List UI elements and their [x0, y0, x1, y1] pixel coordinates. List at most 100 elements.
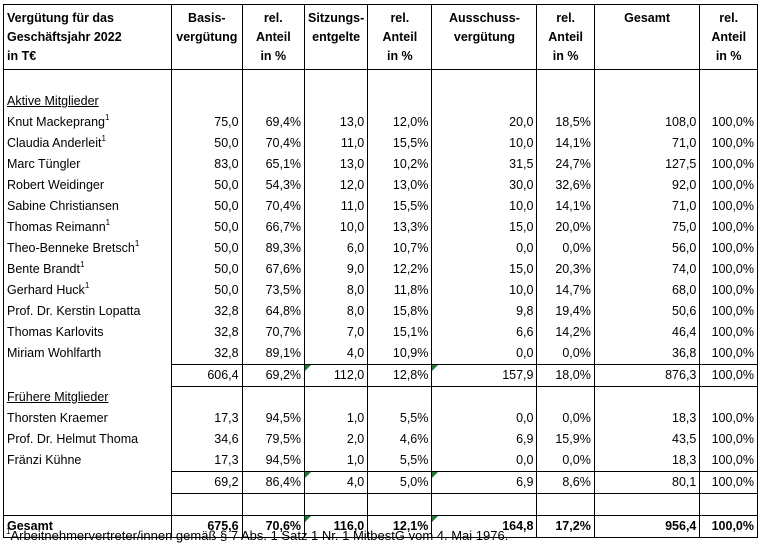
section-label: Frühere Mitglieder	[2, 386, 173, 408]
value-cell: 36,8	[593, 343, 701, 365]
column-header-rel-anteil-gesamt: rel. Anteil in %	[699, 4, 758, 70]
value-cell: 100,0%	[699, 175, 758, 196]
value-cell: 13,0	[304, 112, 369, 133]
value-cell: 4,6%	[367, 429, 433, 450]
value-cell: 70,4%	[241, 133, 306, 154]
member-name: Prof. Dr. Kerstin Lopatta	[2, 301, 173, 322]
footnote-marker: 1	[6, 527, 11, 536]
subtotal-cell: 876,3	[593, 364, 701, 387]
value-cell: 1,0	[304, 408, 369, 429]
value-cell: 0,0%	[536, 408, 595, 429]
table-row: Claudia Anderleit1 50,0 70,4% 11,0 15,5% 10,0…	[2, 133, 758, 154]
value-cell: 54,3%	[241, 175, 306, 196]
value-cell: 108,0	[593, 112, 701, 133]
empty-cell	[304, 91, 369, 112]
value-cell: 12,0%	[367, 112, 433, 133]
value-cell: 71,0	[593, 133, 701, 154]
value-cell: 20,3%	[536, 259, 595, 280]
value-cell: 50,0	[171, 280, 243, 301]
value-cell: 70,4%	[241, 196, 306, 217]
empty-cell	[536, 91, 595, 112]
value-cell: 100,0%	[699, 259, 758, 280]
value-cell: 69,4%	[241, 112, 306, 133]
column-header-rel-anteil-basis: rel. Anteil in %	[241, 4, 306, 70]
empty-cell	[171, 386, 243, 408]
empty-cell	[304, 493, 369, 516]
empty-cell	[241, 69, 306, 91]
member-name: Claudia Anderleit1	[2, 133, 173, 154]
value-cell: 50,0	[171, 196, 243, 217]
value-cell: 50,0	[171, 175, 243, 196]
total-cell: 12,1%	[367, 515, 433, 538]
table-row: Prof. Dr. Kerstin Lopatta 32,8 64,8% 8,0 15,…	[2, 301, 758, 322]
member-name: Sabine Christiansen	[2, 196, 173, 217]
value-cell: 66,7%	[241, 217, 306, 238]
column-header-basisverguetung: Basis-vergütung	[171, 4, 243, 70]
subtotal-cell: 69,2	[171, 471, 243, 494]
value-cell: 14,2%	[536, 322, 595, 343]
value-cell: 31,5	[431, 154, 538, 175]
value-cell: 9,8	[431, 301, 538, 322]
value-cell: 0,0%	[536, 343, 595, 365]
value-cell: 100,0%	[699, 429, 758, 450]
value-cell: 5,5%	[367, 450, 433, 472]
value-cell: 0,0	[431, 408, 538, 429]
value-cell: 94,5%	[241, 450, 306, 472]
member-name: Thorsten Kraemer	[2, 408, 173, 429]
value-cell: 94,5%	[241, 408, 306, 429]
empty-cell	[171, 69, 243, 91]
value-cell: 24,7%	[536, 154, 595, 175]
member-name: Knut Mackeprang1	[2, 112, 173, 133]
value-cell: 19,4%	[536, 301, 595, 322]
subtotal-cell: 69,2%	[241, 364, 306, 387]
value-cell: 2,0	[304, 429, 369, 450]
empty-cell	[593, 386, 701, 408]
value-cell: 7,0	[304, 322, 369, 343]
value-cell: 10,9%	[367, 343, 433, 365]
footnote-ref: 1	[101, 134, 106, 143]
footnote-text: Arbeitnehmervertreter/innen gemäß § 7 Ab…	[10, 528, 509, 543]
value-cell: 13,0%	[367, 175, 433, 196]
value-cell: 100,0%	[699, 280, 758, 301]
value-cell: 14,7%	[536, 280, 595, 301]
value-cell: 15,8%	[367, 301, 433, 322]
value-cell: 50,6	[593, 301, 701, 322]
value-cell: 14,1%	[536, 133, 595, 154]
subtotal-cell: 8,6%	[536, 471, 595, 494]
value-cell: 8,0	[304, 280, 369, 301]
table-row: Theo-Benneke Bretsch1 50,0 89,3% 6,0 10,7% 0,…	[2, 238, 758, 259]
subtotal-cell: 157,9	[431, 364, 538, 387]
value-cell: 73,5%	[241, 280, 306, 301]
value-cell: 0,0	[431, 238, 538, 259]
value-cell: 50,0	[171, 133, 243, 154]
table-row: Marc Tüngler 83,0 65,1% 13,0 10,2% 31,5 24,7% 1…	[2, 154, 758, 175]
value-cell: 0,0	[431, 450, 538, 472]
empty-cell	[367, 386, 433, 408]
total-cell: 17,2%	[536, 515, 595, 538]
value-cell: 89,3%	[241, 238, 306, 259]
subtotal-cell: 4,0	[304, 471, 369, 494]
column-header-gesamt: Gesamt	[593, 4, 701, 70]
value-cell: 32,8	[171, 343, 243, 365]
value-cell: 15,9%	[536, 429, 595, 450]
column-header-rel-anteil-sitzung: rel. Anteil in %	[367, 4, 433, 70]
value-cell: 43,5	[593, 429, 701, 450]
empty-cell	[593, 91, 701, 112]
table-row: Gerhard Huck1 50,0 73,5% 8,0 11,8% 10,0 14,7% 6…	[2, 280, 758, 301]
empty-cell	[431, 91, 538, 112]
value-cell: 70,7%	[241, 322, 306, 343]
value-cell: 15,5%	[367, 196, 433, 217]
value-cell: 127,5	[593, 154, 701, 175]
value-cell: 50,0	[171, 217, 243, 238]
column-header-sitzungsentgelte: Sitzungs-entgelte	[304, 4, 369, 70]
table-row: Fränzi Kühne 17,3 94,5% 1,0 5,5% 0,0 0,0% 18,3 1…	[2, 450, 758, 472]
value-cell: 13,3%	[367, 217, 433, 238]
value-cell: 13,0	[304, 154, 369, 175]
empty-cell	[699, 69, 758, 91]
footnote-ref: 1	[79, 260, 85, 269]
empty-cell	[367, 91, 433, 112]
empty-cell	[2, 364, 173, 387]
subtotal-cell: 86,4%	[241, 471, 306, 494]
empty-cell	[171, 493, 243, 516]
value-cell: 32,8	[171, 301, 243, 322]
